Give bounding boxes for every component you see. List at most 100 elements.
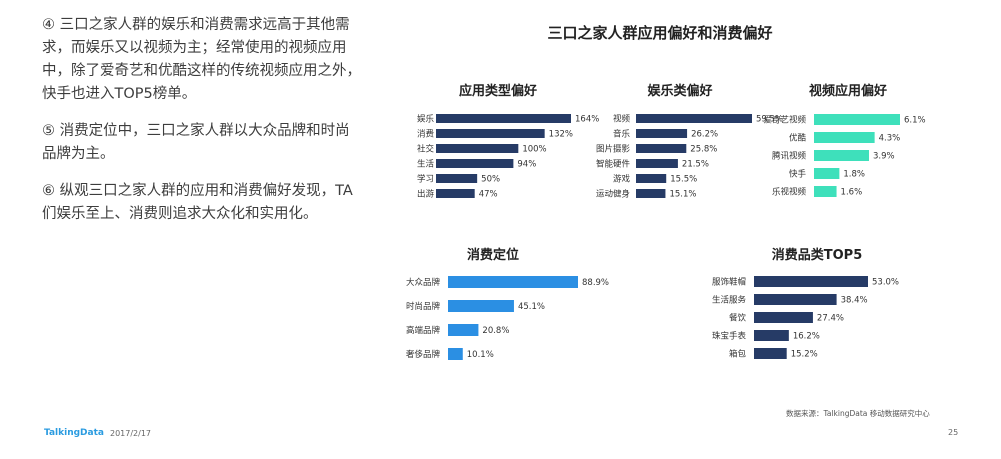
- chart-title: 消费品类TOP5: [771, 248, 863, 263]
- category-label: 快手: [789, 169, 807, 180]
- value-label: 88.9%: [582, 278, 609, 288]
- talkingdata-logo: TalkingData: [44, 428, 104, 438]
- value-label: 15.2%: [791, 350, 818, 360]
- data-source: 数据来源：TalkingData 移动数据研究中心: [786, 409, 930, 418]
- page-number: 25: [948, 428, 959, 437]
- category-label: 箱包: [729, 349, 747, 360]
- category-label: 优酷: [789, 133, 807, 144]
- value-label: 1.8%: [843, 170, 865, 180]
- bar: [814, 150, 869, 161]
- bar: [448, 348, 463, 360]
- value-label: 21.5%: [682, 160, 709, 170]
- bar: [436, 159, 514, 168]
- category-label: 运动健身: [596, 189, 630, 200]
- value-label: 59.5%: [756, 115, 783, 125]
- value-label: 45.1%: [518, 302, 545, 312]
- bar: [814, 114, 900, 125]
- chart-title: 娱乐类偏好: [647, 84, 713, 99]
- chart-entertainment-svg: 视频 59.5% 音乐 26.2% 图片摄影 25.8% 智能硬件 21.5% 游戏 15.5% 运…: [596, 114, 783, 200]
- bar: [436, 189, 475, 198]
- value-label: 38.4%: [841, 296, 868, 306]
- chart-app-type-svg: 娱乐 164% 消费 132% 社交 100% 生活 94% 学习 50% 出游 47%: [417, 114, 599, 200]
- value-label: 132%: [549, 130, 573, 140]
- category-label: 视频: [613, 114, 631, 125]
- bar: [754, 330, 789, 341]
- bar: [636, 174, 667, 183]
- main-title: 三口之家人群应用偏好和消费偏好: [547, 24, 773, 42]
- category-label: 出游: [417, 189, 435, 200]
- category-label: 时尚品牌: [406, 301, 441, 312]
- value-label: 1.6%: [841, 188, 863, 198]
- value-label: 100%: [522, 145, 546, 155]
- bar: [754, 276, 868, 287]
- chart-entertainment: 娱乐类偏好 视频 59.5% 音乐 26.2% 图片摄影 25.8% 智能硬件 21.5% 游戏…: [580, 78, 783, 208]
- bar: [636, 129, 688, 138]
- bar: [754, 294, 837, 305]
- chart-consumer-position-svg: 大众品牌 88.9% 时尚品牌 45.1% 高端品牌 20.8% 奢侈品牌 10.1%: [406, 276, 609, 360]
- value-label: 53.0%: [872, 278, 899, 288]
- paragraph-summary: ⑥ 纵观三口之家人群的应用和消费偏好发现，TA们娱乐至上、消费则追求大众化和实用…: [42, 183, 353, 222]
- category-label: 音乐: [613, 129, 631, 140]
- bar: [448, 300, 514, 312]
- value-label: 6.1%: [904, 116, 926, 126]
- chart-app-type: 应用类型偏好 娱乐 164% 消费 132% 社交 100% 生活 94% 学习 50% 出游 47%: [398, 78, 599, 208]
- value-label: 27.4%: [817, 314, 844, 324]
- bar: [754, 312, 813, 323]
- value-label: 10.1%: [467, 350, 494, 360]
- value-label: 15.5%: [670, 175, 697, 185]
- bar: [814, 168, 840, 179]
- chart-consumer-position: 消费定位 大众品牌 88.9% 时尚品牌 45.1% 高端品牌 20.8% 奢侈品牌 10.1…: [388, 244, 638, 364]
- category-label: 消费: [417, 129, 435, 140]
- value-label: 4.3%: [879, 134, 901, 144]
- category-label: 乐视视频: [772, 187, 807, 198]
- value-label: 20.8%: [482, 326, 509, 336]
- value-label: 94%: [517, 160, 536, 170]
- bar: [814, 132, 875, 143]
- bar: [448, 324, 479, 336]
- category-label: 学习: [417, 174, 434, 185]
- category-label: 智能硬件: [596, 159, 631, 170]
- value-label: 15.1%: [669, 190, 696, 200]
- bar: [448, 276, 578, 288]
- bar: [636, 159, 678, 168]
- value-label: 16.2%: [793, 332, 820, 342]
- bar: [636, 114, 752, 123]
- value-label: 3.9%: [873, 152, 895, 162]
- chart-consumer-category: 消费品类TOP5 服饰鞋帽 53.0% 生活服务 38.4% 餐饮 27.4% 珠宝手表 16…: [692, 244, 942, 364]
- category-label: 爱奇艺视频: [763, 115, 806, 126]
- category-label: 餐饮: [729, 313, 747, 324]
- category-label: 奢侈品牌: [406, 349, 441, 360]
- category-label: 珠宝手表: [712, 331, 747, 342]
- bar: [814, 186, 837, 197]
- category-label: 游戏: [613, 174, 631, 185]
- bar: [636, 189, 666, 198]
- chart-title: 消费定位: [466, 248, 519, 263]
- value-label: 164%: [575, 115, 599, 125]
- description-text: ④ 三口之家人群的娱乐和消费需求远高于其他需求，而娱乐又以视频为主；经常使用的视…: [42, 14, 362, 240]
- paragraph-entertainment: ④ 三口之家人群的娱乐和消费需求远高于其他需求，而娱乐又以视频为主；经常使用的视…: [42, 17, 361, 102]
- chart-title: 视频应用偏好: [808, 84, 887, 99]
- bar: [754, 348, 787, 359]
- category-label: 娱乐: [417, 114, 435, 125]
- chart-title: 应用类型偏好: [458, 84, 537, 99]
- bar: [436, 129, 545, 138]
- bar: [436, 144, 519, 153]
- bar: [436, 174, 478, 183]
- value-label: 50%: [481, 175, 500, 185]
- category-label: 高端品牌: [406, 325, 441, 336]
- value-label: 25.8%: [690, 145, 717, 155]
- category-label: 腾讯视频: [772, 151, 807, 162]
- chart-video-app-svg: 爱奇艺视频 6.1% 优酷 4.3% 腾讯视频 3.9% 快手 1.8% 乐视视频 1.6%: [763, 114, 926, 198]
- category-label: 生活服务: [712, 295, 747, 306]
- category-label: 社交: [417, 144, 435, 155]
- value-label: 26.2%: [691, 130, 718, 140]
- paragraph-consumer-position: ⑤ 消费定位中，三口之家人群以大众品牌和时尚品牌为主。: [42, 123, 350, 162]
- bar: [436, 114, 571, 123]
- category-label: 大众品牌: [406, 277, 441, 288]
- category-label: 服饰鞋帽: [712, 277, 746, 288]
- category-label: 生活: [417, 159, 435, 170]
- category-label: 图片摄影: [596, 144, 631, 155]
- footer-date: 2017/2/17: [110, 429, 152, 438]
- value-label: 47%: [479, 190, 498, 200]
- chart-video-app: 视频应用偏好 爱奇艺视频 6.1% 优酷 4.3% 腾讯视频 3.9% 快手 1.8% 乐视视频…: [748, 78, 948, 208]
